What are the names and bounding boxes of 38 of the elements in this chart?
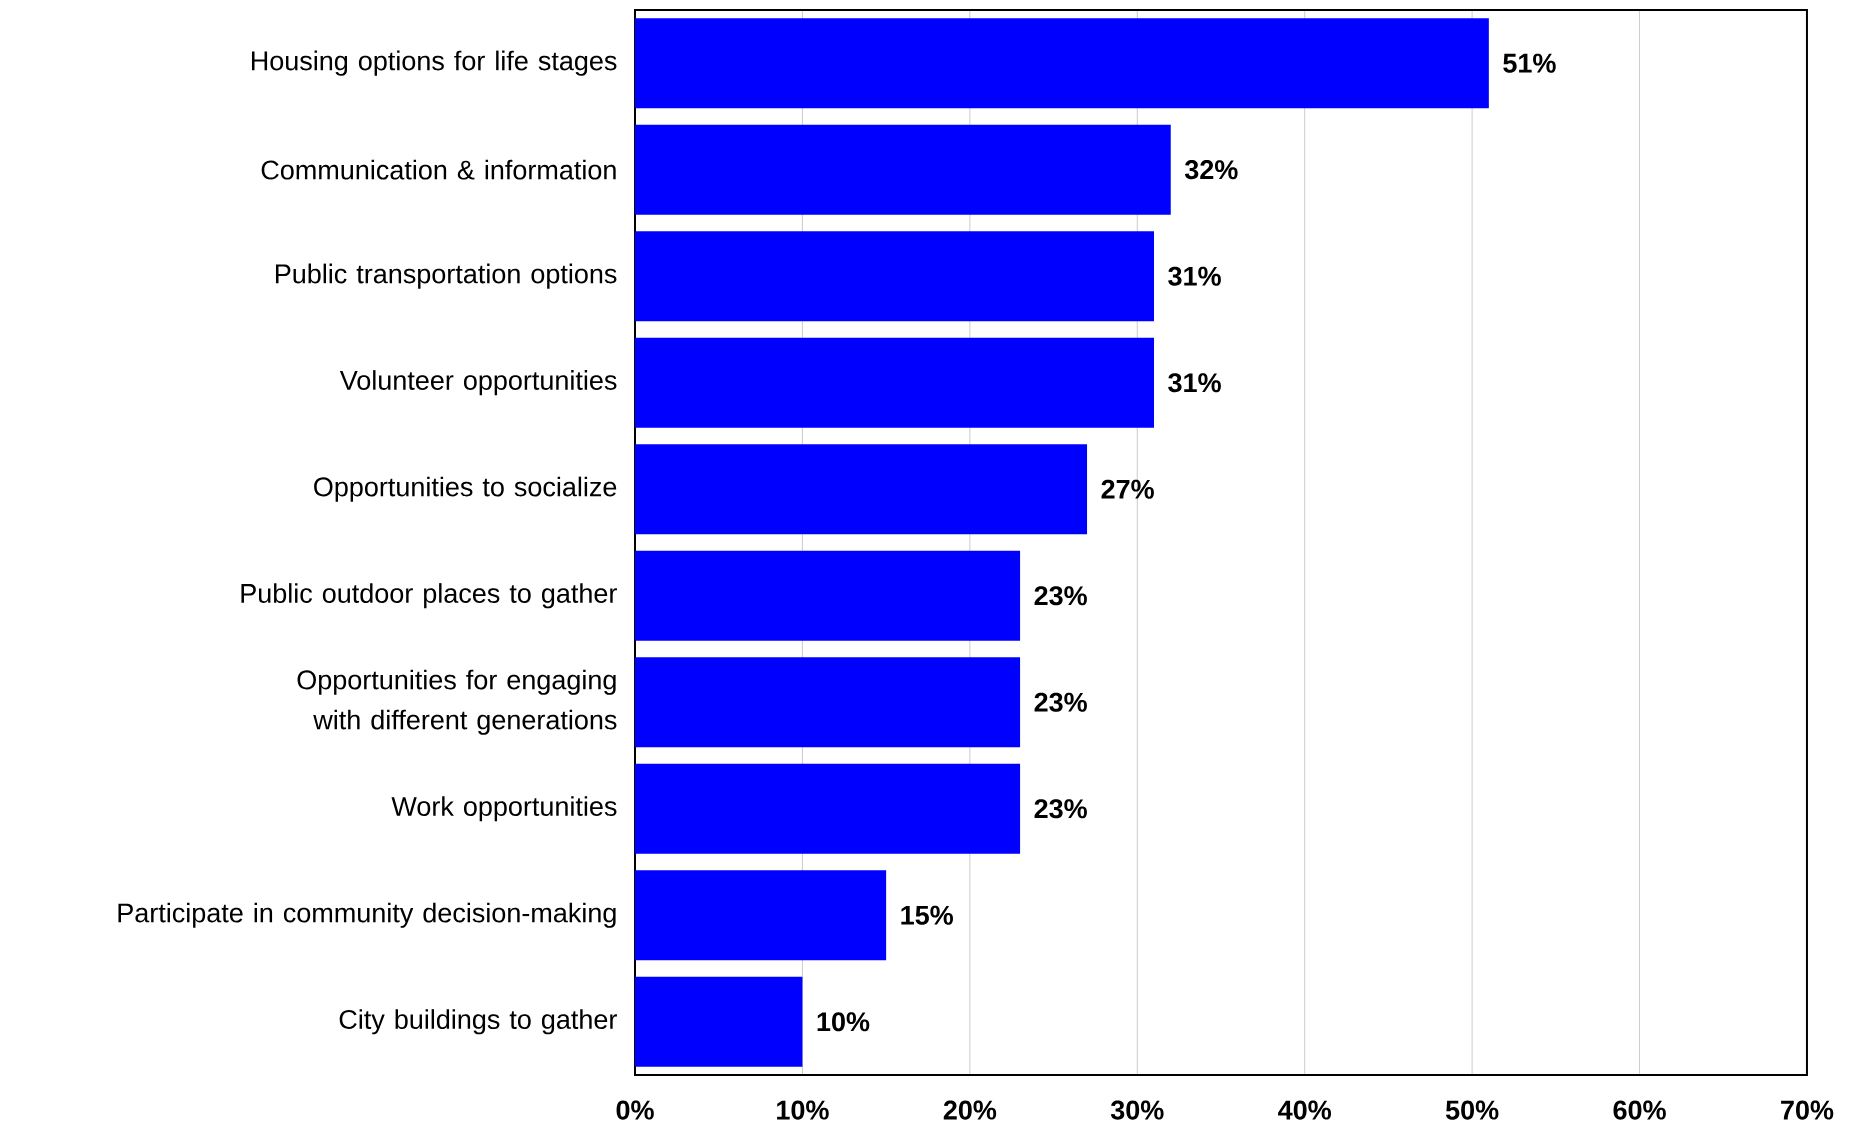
bar [635,763,1021,854]
x-tick-label: 30% [1110,1100,1164,1120]
bar [635,657,1021,748]
bar [635,870,887,961]
x-tick-label: 70% [1781,1100,1834,1120]
y-tick-label: Communication & information [261,159,616,180]
bar [635,18,1489,109]
y-tick-label: Public outdoor places to gather [241,583,617,609]
data-label: 23% [1034,692,1087,712]
x-tick-label: 10% [777,1100,829,1120]
data-label: 23% [1034,799,1087,819]
data-label: 27% [1101,479,1154,499]
bar [635,550,1021,641]
y-tick-label: Opportunities to socialize [314,476,617,502]
x-tick-label: 0% [616,1100,654,1120]
y-tick-label: Participate in community decision-making [118,902,616,928]
y-tick-label: Volunteer opportunities [339,370,617,396]
x-tick-label: 50% [1445,1100,1499,1120]
data-label: 51% [1503,53,1556,73]
y-tick-label: City buildings to gather [339,1009,617,1035]
x-tick-label: 20% [943,1100,997,1120]
y-tick-label: Opportunities for engaging with different generations [297,669,617,735]
data-label: 31% [1168,373,1221,393]
x-tick-label: 40% [1278,1100,1331,1120]
data-label: 23% [1034,586,1087,606]
data-label: 31% [1168,266,1221,286]
bar [635,444,1088,535]
bar [635,124,1171,215]
data-label: 15% [901,905,953,925]
bar [635,337,1155,428]
y-tick-label: Housing options for life stages [251,50,617,76]
data-label: 32% [1184,160,1238,180]
x-tick-label: 60% [1613,1100,1666,1120]
bar [635,976,803,1067]
y-tick-label: Work opportunities [391,796,617,822]
data-label: 10% [817,1012,870,1032]
y-tick-label: Public transportation options [275,263,617,289]
bar [635,231,1155,322]
